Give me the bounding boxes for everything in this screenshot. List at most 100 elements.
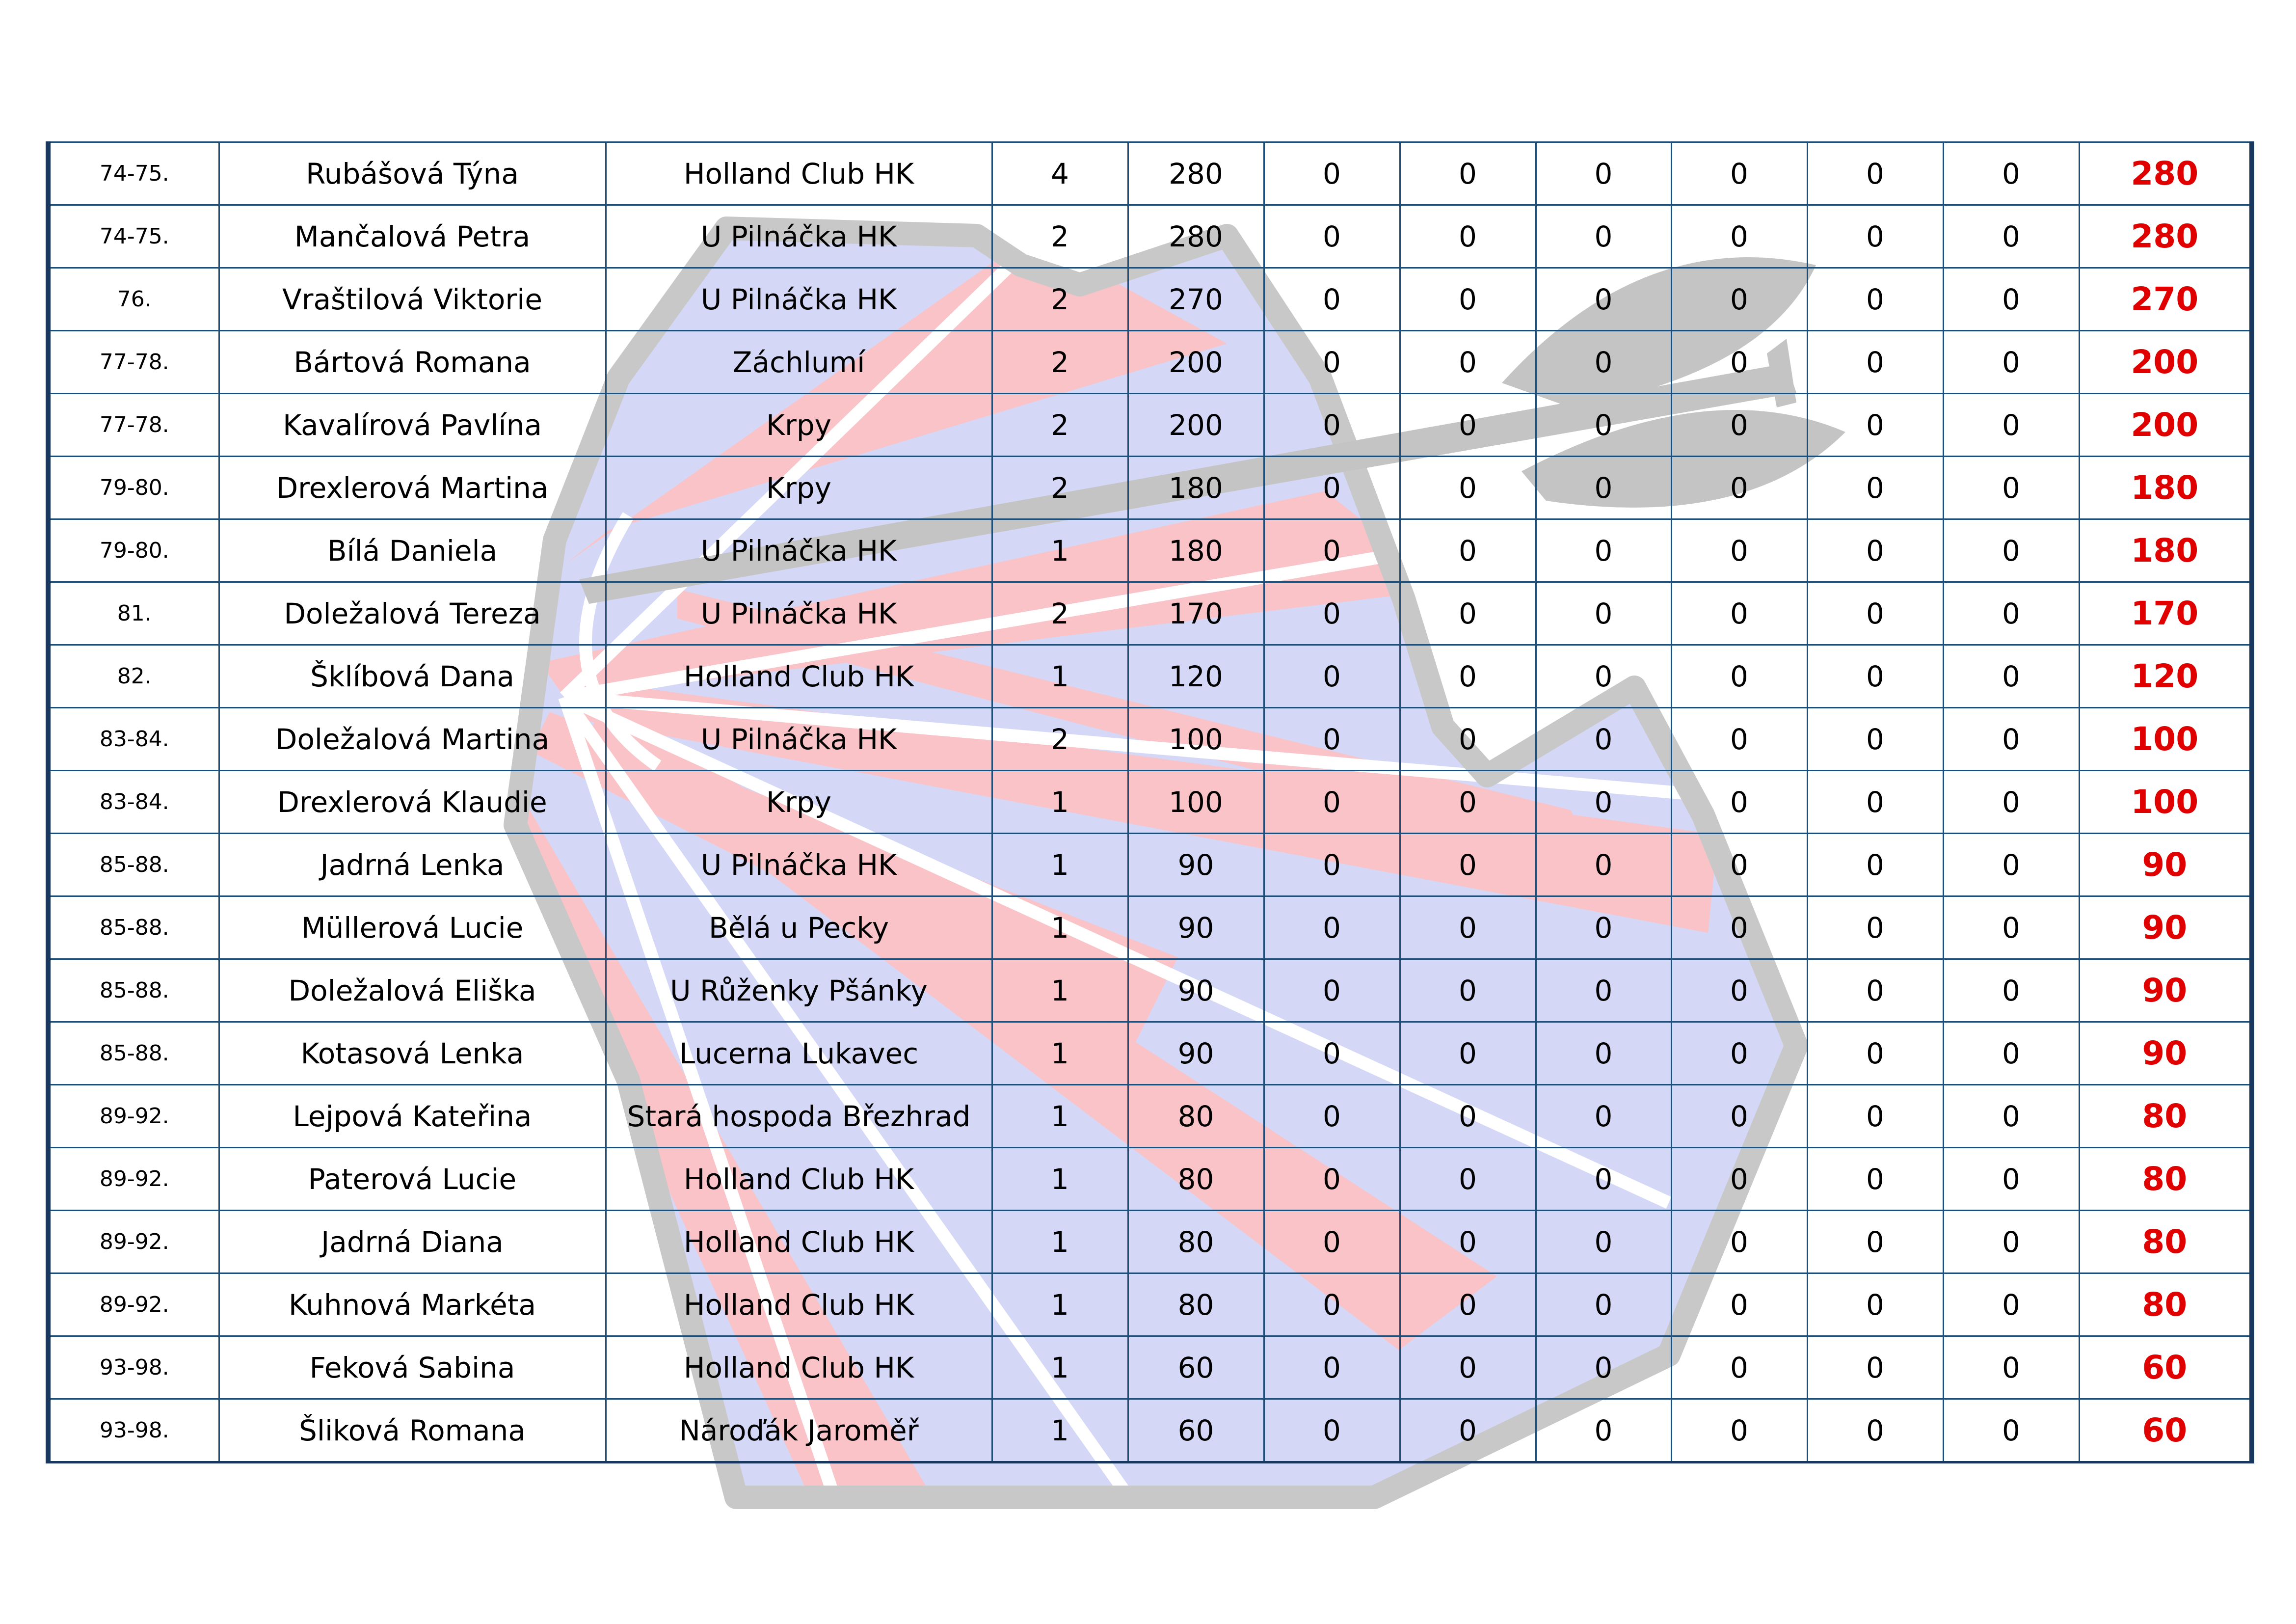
ranking-table: 74-75. Rubášová Týna Holland Club HK 4 280 0 0…	[46, 141, 2254, 1463]
rank-cell: 83-84.	[47, 707, 220, 771]
player-name-cell: Doležalová Tereza	[218, 581, 607, 646]
table-row: 89-92. Paterová Lucie Holland Club HK 1 80 0 0…	[47, 1147, 2253, 1211]
club-cell: U Růženky Pšánky	[605, 958, 993, 1023]
score-cell-6: 0	[1942, 204, 2080, 269]
score-cell-1: 0	[1263, 141, 1401, 206]
table-row: 93-98. Feková Sabina Holland Club HK 1 60 0 0 0…	[47, 1335, 2253, 1400]
club-cell: U Pilnáčka HK	[605, 204, 993, 269]
score-cell-1: 0	[1263, 581, 1401, 646]
score-cell-6: 0	[1942, 267, 2080, 331]
score-cell-6: 0	[1942, 330, 2080, 394]
score-cell-1: 0	[1263, 770, 1401, 834]
score-cell-3: 0	[1535, 833, 1672, 897]
score-cell-4: 0	[1670, 1021, 1808, 1085]
events-count-cell: 1	[991, 833, 1129, 897]
points-cell: 120	[1127, 644, 1265, 708]
points-cell: 60	[1127, 1398, 1265, 1463]
score-cell-3: 0	[1535, 1021, 1672, 1085]
score-cell-1: 0	[1263, 1084, 1401, 1148]
score-cell-4: 0	[1670, 267, 1808, 331]
score-cell-3: 0	[1535, 958, 1672, 1023]
score-cell-2: 0	[1399, 833, 1537, 897]
score-cell-3: 0	[1535, 581, 1672, 646]
score-cell-6: 0	[1942, 644, 2080, 708]
score-cell-1: 0	[1263, 330, 1401, 394]
score-cell-1: 0	[1263, 958, 1401, 1023]
score-cell-6: 0	[1942, 518, 2080, 583]
score-cell-5: 0	[1806, 1147, 1944, 1211]
score-cell-3: 0	[1535, 707, 1672, 771]
score-cell-1: 0	[1263, 1398, 1401, 1463]
score-cell-5: 0	[1806, 141, 1944, 206]
total-points-cell: 180	[2078, 456, 2253, 520]
score-cell-1: 0	[1263, 1335, 1401, 1400]
score-cell-5: 0	[1806, 456, 1944, 520]
table-row: 85-88. Kotasová Lenka Lucerna Lukavec 1 90 0 0…	[47, 1021, 2253, 1085]
table-row: 83-84. Doležalová Martina U Pilnáčka HK 2 10…	[47, 707, 2253, 771]
events-count-cell: 2	[991, 267, 1129, 331]
score-cell-6: 0	[1942, 141, 2080, 206]
points-cell: 90	[1127, 958, 1265, 1023]
rank-cell: 93-98.	[47, 1398, 220, 1463]
total-points-cell: 270	[2078, 267, 2253, 331]
points-cell: 270	[1127, 267, 1265, 331]
table-row: 89-92. Lejpová Kateřina Stará hospoda Břez…	[47, 1084, 2253, 1148]
table-row: 85-88. Jadrná Lenka U Pilnáčka HK 1 90 0 0 0 0 0 0…	[47, 833, 2253, 897]
club-cell: U Pilnáčka HK	[605, 581, 993, 646]
score-cell-1: 0	[1263, 518, 1401, 583]
points-cell: 200	[1127, 330, 1265, 394]
events-count-cell: 1	[991, 895, 1129, 960]
club-cell: Nároďák Jaroměř	[605, 1398, 993, 1463]
score-cell-2: 0	[1399, 1335, 1537, 1400]
score-cell-5: 0	[1806, 581, 1944, 646]
club-cell: Lucerna Lukavec	[605, 1021, 993, 1085]
score-cell-1: 0	[1263, 895, 1401, 960]
table-row: 85-88. Müllerová Lucie Bělá u Pecky 1 90 0 0 0 0…	[47, 895, 2253, 960]
table-row: 93-98. Šliková Romana Nároďák Jaroměř 1 60 0 0…	[47, 1398, 2253, 1463]
player-name-cell: Šklíbová Dana	[218, 644, 607, 708]
score-cell-2: 0	[1399, 1210, 1537, 1274]
total-points-cell: 80	[2078, 1272, 2253, 1337]
player-name-cell: Feková Sabina	[218, 1335, 607, 1400]
rank-cell: 82.	[47, 644, 220, 708]
score-cell-2: 0	[1399, 1272, 1537, 1337]
total-points-cell: 180	[2078, 518, 2253, 583]
score-cell-5: 0	[1806, 958, 1944, 1023]
score-cell-5: 0	[1806, 267, 1944, 331]
score-cell-3: 0	[1535, 1398, 1672, 1463]
club-cell: U Pilnáčka HK	[605, 518, 993, 583]
points-cell: 80	[1127, 1210, 1265, 1274]
score-cell-4: 0	[1670, 1335, 1808, 1400]
club-cell: Krpy	[605, 393, 993, 457]
total-points-cell: 90	[2078, 958, 2253, 1023]
points-cell: 60	[1127, 1335, 1265, 1400]
points-cell: 80	[1127, 1147, 1265, 1211]
score-cell-5: 0	[1806, 518, 1944, 583]
rank-cell: 89-92.	[47, 1210, 220, 1274]
events-count-cell: 1	[991, 1335, 1129, 1400]
total-points-cell: 200	[2078, 330, 2253, 394]
player-name-cell: Kuhnová Markéta	[218, 1272, 607, 1337]
score-cell-1: 0	[1263, 1210, 1401, 1274]
score-cell-4: 0	[1670, 1398, 1808, 1463]
table-row: 76. Vraštilová Viktorie U Pilnáčka HK 2 270 0…	[47, 267, 2253, 331]
score-cell-3: 0	[1535, 1147, 1672, 1211]
score-cell-6: 0	[1942, 1335, 2080, 1400]
events-count-cell: 1	[991, 958, 1129, 1023]
score-cell-1: 0	[1263, 393, 1401, 457]
total-points-cell: 100	[2078, 707, 2253, 771]
score-cell-1: 0	[1263, 267, 1401, 331]
score-cell-2: 0	[1399, 204, 1537, 269]
score-cell-4: 0	[1670, 833, 1808, 897]
points-cell: 90	[1127, 1021, 1265, 1085]
score-cell-3: 0	[1535, 1084, 1672, 1148]
table-row: 77-78. Kavalírová Pavlína Krpy 2 200 0 0 0 0 0 0 20…	[47, 393, 2253, 457]
rank-cell: 76.	[47, 267, 220, 331]
score-cell-6: 0	[1942, 1398, 2080, 1463]
events-count-cell: 1	[991, 1084, 1129, 1148]
events-count-cell: 1	[991, 644, 1129, 708]
player-name-cell: Vraštilová Viktorie	[218, 267, 607, 331]
score-cell-2: 0	[1399, 581, 1537, 646]
events-count-cell: 2	[991, 204, 1129, 269]
score-cell-6: 0	[1942, 393, 2080, 457]
